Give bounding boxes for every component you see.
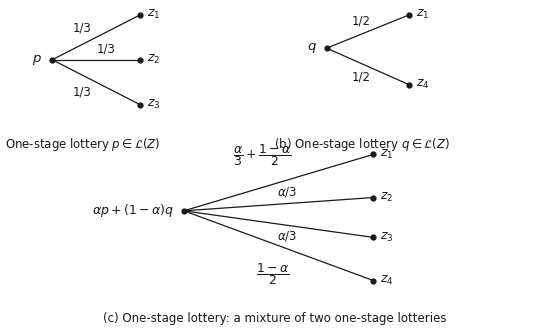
Text: $z_4$: $z_4$ [380,274,394,287]
Text: (c) One-stage lottery: a mixture of two one-stage lotteries: (c) One-stage lottery: a mixture of two … [103,312,446,325]
Text: 1/2: 1/2 [352,70,371,83]
Text: $z_1$: $z_1$ [416,8,429,22]
Text: $\alpha/3$: $\alpha/3$ [277,185,297,199]
Text: $z_3$: $z_3$ [380,231,394,244]
Text: 1/3: 1/3 [73,85,92,99]
Text: 1/2: 1/2 [352,15,371,28]
Text: $z_3$: $z_3$ [147,98,160,111]
Text: $z_1$: $z_1$ [147,8,160,22]
Text: $z_2$: $z_2$ [380,191,393,204]
Text: $p$: $p$ [32,53,42,67]
Text: $z_1$: $z_1$ [380,148,393,161]
Text: $q$: $q$ [307,41,317,55]
Text: One-stage lottery $p \in \mathcal{L}(Z)$: One-stage lottery $p \in \mathcal{L}(Z)$ [5,136,161,153]
Text: (b) One-stage lottery $q \in \mathcal{L}(Z)$: (b) One-stage lottery $q \in \mathcal{L}… [274,136,450,153]
Text: $\alpha p + (1-\alpha)q$: $\alpha p + (1-\alpha)q$ [92,202,174,219]
Text: $\alpha/3$: $\alpha/3$ [277,229,297,243]
Text: 1/3: 1/3 [97,42,115,55]
Text: $z_4$: $z_4$ [416,78,429,91]
Text: 1/3: 1/3 [73,21,92,34]
Text: $z_2$: $z_2$ [147,53,160,66]
Text: $\dfrac{\alpha}{3} + \dfrac{1-\alpha}{2}$: $\dfrac{\alpha}{3} + \dfrac{1-\alpha}{2}… [233,142,292,168]
Text: $\dfrac{1-\alpha}{2}$: $\dfrac{1-\alpha}{2}$ [256,261,290,287]
